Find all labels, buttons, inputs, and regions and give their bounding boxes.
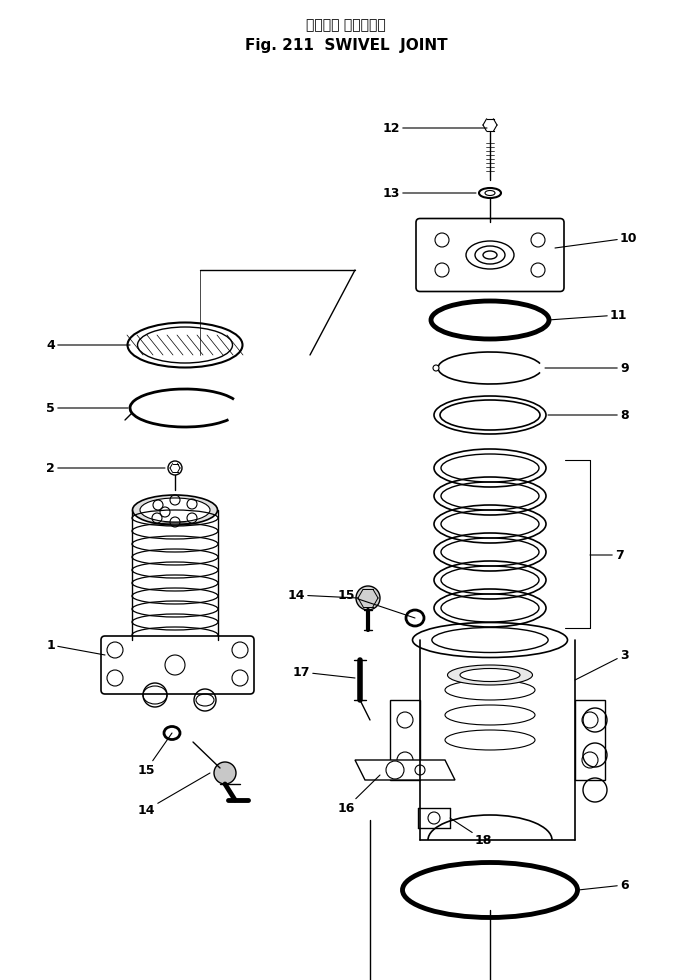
Text: 10: 10 xyxy=(555,231,637,248)
Text: 1: 1 xyxy=(46,639,105,655)
Text: 13: 13 xyxy=(383,186,476,200)
Text: 6: 6 xyxy=(578,878,628,892)
Text: 14: 14 xyxy=(287,589,358,602)
Text: 3: 3 xyxy=(575,649,628,680)
Text: 18: 18 xyxy=(450,818,493,847)
Text: 17: 17 xyxy=(293,665,355,678)
Text: スイベル ジョイント: スイベル ジョイント xyxy=(306,18,386,32)
Text: 5: 5 xyxy=(46,402,128,415)
Ellipse shape xyxy=(448,665,533,685)
Circle shape xyxy=(433,365,439,371)
Text: 2: 2 xyxy=(46,462,165,474)
Text: 15: 15 xyxy=(138,733,172,776)
Text: 4: 4 xyxy=(46,338,130,352)
Text: 12: 12 xyxy=(383,122,487,134)
Polygon shape xyxy=(355,760,455,780)
Text: 7: 7 xyxy=(590,549,623,562)
Text: 14: 14 xyxy=(138,773,210,816)
Text: 9: 9 xyxy=(545,362,628,374)
Ellipse shape xyxy=(460,668,520,681)
FancyBboxPatch shape xyxy=(416,219,564,291)
Text: 15: 15 xyxy=(338,589,415,618)
Ellipse shape xyxy=(132,495,217,525)
Text: Fig. 211  SWIVEL  JOINT: Fig. 211 SWIVEL JOINT xyxy=(245,38,447,53)
Bar xyxy=(390,700,420,780)
Bar xyxy=(575,700,605,780)
Text: 11: 11 xyxy=(548,309,628,321)
Text: 16: 16 xyxy=(338,775,380,814)
Ellipse shape xyxy=(140,498,210,522)
Circle shape xyxy=(356,586,380,610)
Circle shape xyxy=(214,762,236,784)
Text: 8: 8 xyxy=(548,409,628,421)
FancyBboxPatch shape xyxy=(101,636,254,694)
